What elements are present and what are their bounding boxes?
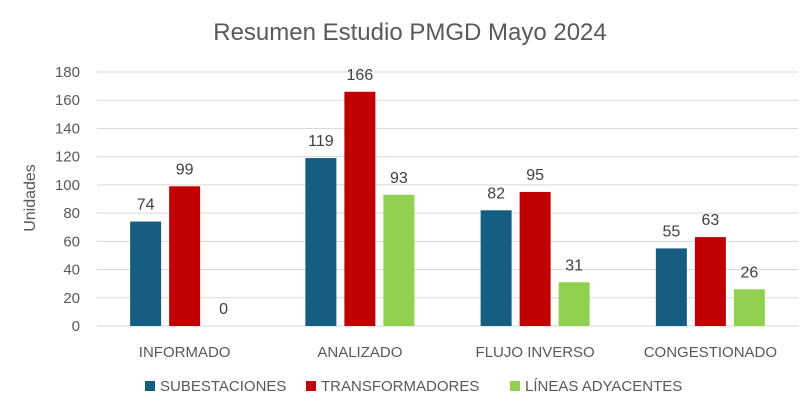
y-tick-label: 100 [55, 177, 80, 194]
legend-label: SUBESTACIONES [160, 378, 286, 395]
chart-title: Resumen Estudio PMGD Mayo 2024 [213, 19, 607, 46]
y-axis-label: Unidades [22, 164, 39, 232]
bars [130, 91, 765, 326]
legend-swatch-2 [510, 381, 520, 391]
bar-1-1 [344, 91, 376, 326]
bar-2-1 [519, 191, 551, 326]
gridlines [97, 71, 798, 327]
category-label: CONGESTIONADO [644, 344, 777, 361]
data-label: 31 [565, 257, 583, 274]
data-labels: 74 99 0 119 166 93 82 95 31 55 63 26 [137, 67, 759, 318]
bar-2-2 [558, 282, 590, 326]
bar-3-0 [655, 248, 687, 326]
legend-label: TRANSFORMADORES [321, 378, 479, 395]
y-tick-label: 180 [55, 64, 80, 81]
bar-0-0 [130, 221, 162, 326]
y-tick-label: 0 [72, 318, 80, 335]
y-tick-label: 120 [55, 149, 80, 166]
category-label: INFORMADO [139, 344, 231, 361]
legend-swatch-1 [306, 381, 316, 391]
legend-swatch-0 [145, 381, 155, 391]
data-label: 99 [176, 161, 194, 178]
bar-3-1 [694, 237, 726, 326]
legend: SUBESTACIONES TRANSFORMADORES LÍNEAS ADYAC… [145, 378, 682, 395]
data-label: 119 [308, 133, 334, 150]
data-label: 26 [740, 264, 758, 281]
data-label: 166 [347, 67, 374, 84]
data-label: 55 [662, 223, 680, 240]
data-label: 95 [526, 167, 544, 184]
bar-0-1 [169, 186, 201, 326]
y-tick-label: 20 [63, 290, 80, 307]
bar-1-2 [383, 194, 415, 326]
y-tick-label: 40 [63, 262, 80, 279]
y-tick-label: 60 [63, 233, 80, 250]
category-label: ANALIZADO [317, 344, 402, 361]
legend-label: LÍNEAS ADYACENTES [525, 378, 682, 395]
category-label: FLUJO INVERSO [476, 344, 595, 361]
bar-3-2 [733, 289, 765, 326]
data-label: 74 [137, 197, 155, 214]
y-axis-ticks: 0 20 40 60 80 100 120 140 160 180 [55, 64, 80, 335]
data-label: 93 [390, 170, 408, 187]
y-tick-label: 160 [55, 92, 80, 109]
category-labels: INFORMADO ANALIZADO FLUJO INVERSO CONGESTIO… [139, 344, 777, 361]
y-tick-label: 140 [55, 120, 80, 137]
data-label: 63 [701, 212, 719, 229]
bar-1-0 [305, 158, 337, 326]
data-label: 0 [219, 301, 228, 318]
bar-2-0 [480, 210, 512, 326]
data-label: 82 [487, 185, 505, 202]
y-tick-label: 80 [63, 205, 80, 222]
